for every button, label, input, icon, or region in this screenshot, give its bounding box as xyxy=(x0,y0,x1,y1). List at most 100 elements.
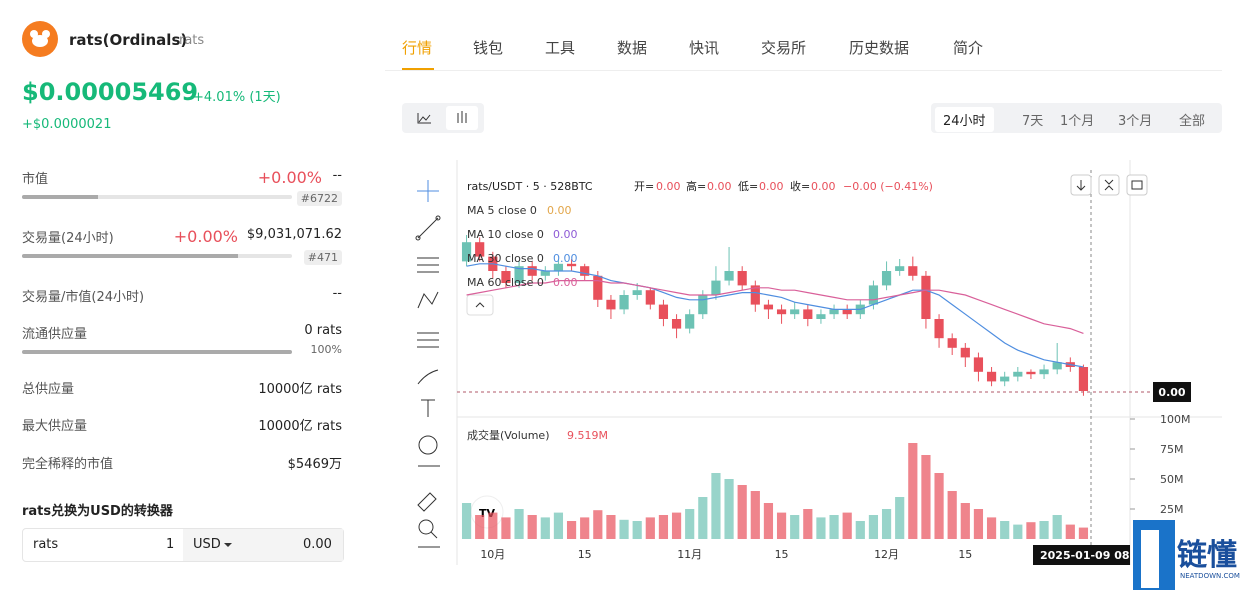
chart-header-change: −0.00 (−0.41%) xyxy=(843,180,933,193)
x-tick-label: 15 xyxy=(775,548,789,561)
stat-label: 交易量/市值(24小时) xyxy=(22,290,145,305)
progress-label: 100% xyxy=(310,343,342,356)
ma-legend-name: MA 60 close 0 xyxy=(467,276,544,289)
chart-header-high: 0.00 xyxy=(707,180,732,193)
price-tag: 0.00 xyxy=(1158,386,1185,399)
volume-bar xyxy=(829,515,839,539)
candle-body xyxy=(501,271,511,283)
chart-header-low: 0.00 xyxy=(759,180,784,193)
progress-fill xyxy=(22,254,238,258)
coin-logo xyxy=(22,21,58,57)
stat-value: $9,031,071.62 xyxy=(246,227,342,242)
candle-body xyxy=(658,304,669,319)
volume-bar xyxy=(1065,524,1075,539)
coin-name: rats(Ordinals) xyxy=(69,31,188,49)
volume-bar xyxy=(606,515,616,539)
range-button[interactable]: 24小时 xyxy=(935,107,994,132)
ma-legend-value: 0.00 xyxy=(553,276,578,289)
volume-bar xyxy=(895,497,905,539)
converter-amount[interactable]: 1 xyxy=(166,537,175,552)
volume-bar xyxy=(566,521,577,539)
tab-border xyxy=(385,70,1222,71)
volume-bar xyxy=(1013,524,1023,539)
stat-value: $5469万 xyxy=(287,457,342,472)
candle-body xyxy=(960,347,970,358)
tab[interactable]: 快讯 xyxy=(689,39,720,57)
x-tick-label: 11月 xyxy=(677,548,702,561)
volume-bar xyxy=(973,509,984,539)
volume-bar xyxy=(790,515,800,539)
stat-label: 市值 xyxy=(22,172,49,187)
tab[interactable]: 数据 xyxy=(617,39,648,57)
chart-header-close: 0.00 xyxy=(811,180,836,193)
volume-bar xyxy=(921,455,931,539)
chart-buttons[interactable] xyxy=(1070,174,1148,196)
range-button[interactable]: 1个月 xyxy=(1060,114,1095,129)
candle-body xyxy=(461,242,472,262)
range-switch: 24小时 7天 1个月 3个月 全部 xyxy=(931,103,1222,133)
converter[interactable]: rats 1 USD 0.00 xyxy=(22,528,344,562)
tab-underline xyxy=(402,68,434,70)
candle-body xyxy=(868,285,879,305)
candle-body xyxy=(671,319,682,329)
tab[interactable]: 工具 xyxy=(545,39,576,57)
volume-bar xyxy=(1000,521,1010,539)
range-button[interactable]: 3个月 xyxy=(1118,114,1153,129)
volume-bar xyxy=(763,503,774,539)
stat-rank: #471 xyxy=(303,250,342,265)
converter-title: rats兑换为USD的转换器 xyxy=(22,504,173,519)
stat-label: 总供应量 xyxy=(22,382,75,397)
x-tick-label: 15 xyxy=(578,548,592,561)
watermark-logo-cut xyxy=(1141,530,1159,588)
crosshair-tag: 2025-01-09 08: xyxy=(1040,549,1134,562)
tab[interactable]: 钱包 xyxy=(473,39,504,57)
tab[interactable]: 行情 xyxy=(402,39,433,57)
watermark: 链懂 NEATDOWN.COM xyxy=(1133,520,1249,592)
volume-bar xyxy=(645,517,655,539)
collapse-button[interactable] xyxy=(466,294,494,316)
candle-body xyxy=(1052,362,1062,370)
stat-value: -- xyxy=(332,286,342,301)
volume-tick-label: 100M xyxy=(1160,413,1191,426)
chart-header-open-label: 开= xyxy=(634,180,654,193)
stat-value: 0 rats xyxy=(304,323,342,338)
candle-body xyxy=(803,309,813,319)
chart-type-switch[interactable] xyxy=(402,103,484,133)
volume-tick-label: 75M xyxy=(1160,443,1184,456)
stat-change: +0.00% xyxy=(173,227,238,246)
tab[interactable]: 交易所 xyxy=(761,39,807,57)
x-tick-label: 15 xyxy=(958,548,972,561)
tab[interactable]: 简介 xyxy=(953,39,984,57)
volume-bar xyxy=(475,515,485,539)
candle-body xyxy=(816,314,826,319)
volume-bar xyxy=(934,473,944,539)
chart-header-high-label: 高= xyxy=(686,179,706,193)
tab[interactable]: 历史数据 xyxy=(849,39,910,57)
progress-track xyxy=(22,350,292,354)
candle-body xyxy=(1026,371,1036,375)
candle-body xyxy=(1013,371,1023,377)
stat-rank: #6722 xyxy=(296,191,342,206)
candle-body xyxy=(606,299,616,310)
candle-body xyxy=(580,266,590,276)
volume-bar xyxy=(685,509,695,539)
volume-value: 9.519M xyxy=(567,429,608,442)
candle-body xyxy=(921,275,931,319)
volume-bar xyxy=(737,485,747,539)
volume-bar xyxy=(593,510,603,539)
volume-bar xyxy=(724,479,734,539)
volume-bar xyxy=(803,509,813,539)
range-button[interactable]: 7天 xyxy=(1022,114,1044,129)
volume-bar xyxy=(553,512,564,539)
chart-header-close-label: 收= xyxy=(790,179,810,193)
candle-body xyxy=(540,271,550,276)
converter-to[interactable]: USD xyxy=(193,537,221,552)
chart-header-pair: rats/USDT · 5 · 528BTC xyxy=(467,180,593,193)
volume-bar xyxy=(1052,515,1062,539)
price-change-abs: +$0.0000021 xyxy=(22,117,112,132)
x-tick-label: 12月 xyxy=(874,548,899,561)
stat-value: 10000亿 rats xyxy=(258,382,342,397)
price-change: +4.01% (1天) xyxy=(193,90,281,105)
chart-header-low-label: 低= xyxy=(738,180,758,193)
range-button[interactable]: 全部 xyxy=(1179,114,1206,129)
